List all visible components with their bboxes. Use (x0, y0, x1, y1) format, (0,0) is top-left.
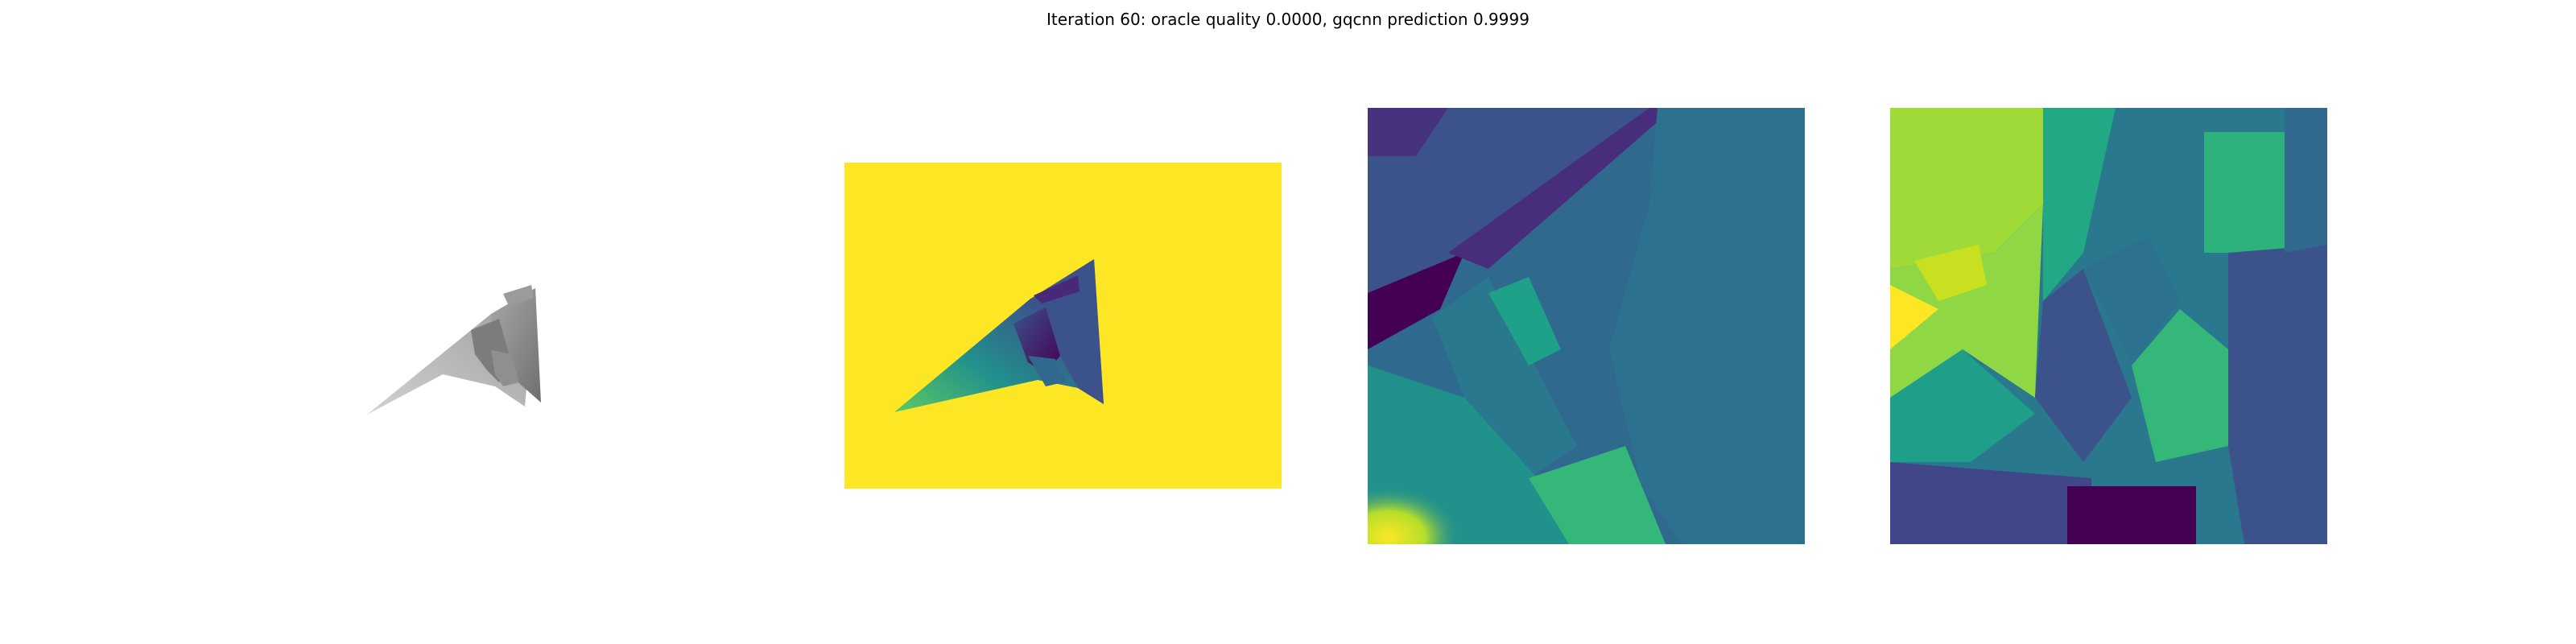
cropped-depth-heatmap-panel (1368, 108, 1805, 544)
cropped-feature-heatmap-panel (1890, 108, 2327, 544)
depth-image-panel (844, 163, 1282, 489)
object-render-image (367, 285, 541, 415)
cropped-depth-heatmap (1368, 108, 1805, 544)
figure-title: Iteration 60: oracle quality 0.0000, gqc… (1046, 10, 1530, 29)
depth-image (844, 163, 1282, 489)
cropped-feature-heatmap (1890, 108, 2327, 544)
object-render-panel (338, 242, 604, 435)
